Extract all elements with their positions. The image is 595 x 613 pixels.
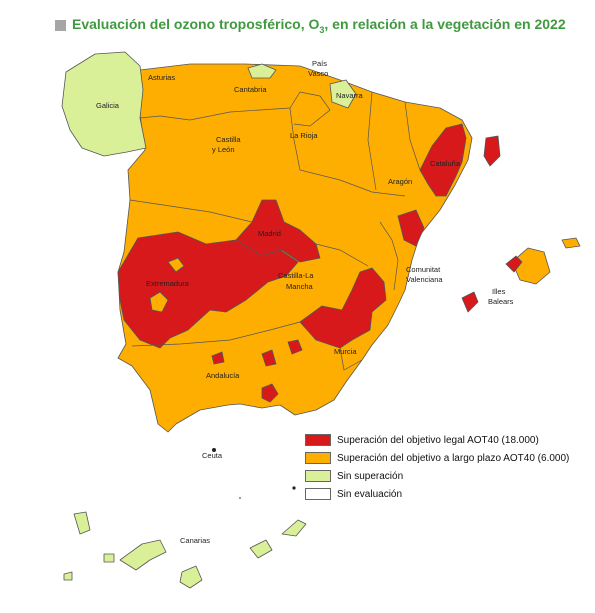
label-comunitat-valenciana: Comunitat <box>406 265 441 274</box>
label-galicia: Galicia <box>96 101 120 110</box>
mallorca-island <box>511 247 551 285</box>
label-andalucia: Andalucía <box>206 371 240 380</box>
legend-item-long-term: Superación del objetivo a largo plazo AO… <box>305 449 569 467</box>
andalucia-exceedance-patch <box>211 351 225 365</box>
title-square-icon <box>55 19 66 31</box>
galicia-region <box>61 51 147 157</box>
label-castilla-leon: Castilla <box>216 135 241 144</box>
andalucia-exceedance-patch <box>287 339 303 355</box>
valencia-exceedance-area <box>299 267 387 349</box>
extremadura-orange-island <box>149 291 169 313</box>
cataluna-exceedance-patch <box>483 135 501 167</box>
legend-item-legal: Superación del objetivo legal AOT40 (18.… <box>305 431 569 449</box>
label-asturias: Asturias <box>148 73 175 82</box>
mallorca-exceedance-patch <box>505 255 523 273</box>
label-comunitat-valenciana-2: Valenciana <box>406 275 443 284</box>
andalucia-exceedance-patch <box>261 349 277 367</box>
extremadura-exceedance-area <box>117 231 299 349</box>
canarias-island <box>63 571 73 581</box>
canarias-island <box>103 553 115 563</box>
region-border <box>339 347 363 371</box>
legend-item-none: Sin superación <box>305 467 569 485</box>
region-border <box>367 91 377 191</box>
legend-swatch <box>305 470 331 482</box>
aragon-exceedance-patch <box>397 209 425 247</box>
map-legend: Superación del objetivo legal AOT40 (18.… <box>305 431 569 503</box>
label-murcia: Murcia <box>334 347 357 356</box>
region-border <box>129 199 253 223</box>
region-border <box>404 101 421 171</box>
islet-marker <box>239 497 241 499</box>
region-border <box>289 91 331 127</box>
label-illes-balears-2: Balears <box>488 297 514 306</box>
label-madrid: Madrid <box>258 229 281 238</box>
legend-label: Sin evaluación <box>337 488 403 500</box>
label-castilla-mancha-2: Mancha <box>286 282 314 291</box>
label-illes-balears: Illes <box>492 287 506 296</box>
region-border <box>315 243 369 267</box>
legend-label: Superación del objetivo legal AOT40 (18.… <box>337 434 539 446</box>
label-cantabria: Cantabria <box>234 85 267 94</box>
label-canarias: Canarias <box>180 536 210 545</box>
map-title: Evaluación del ozono troposférico, O3, e… <box>55 14 566 36</box>
pais-vasco-green-patch <box>329 79 357 109</box>
region-border <box>131 321 301 347</box>
label-la-rioja: La Rioja <box>290 131 318 140</box>
label-aragon: Aragón <box>388 177 412 186</box>
legend-swatch <box>305 434 331 446</box>
legend-label: Sin superación <box>337 470 404 482</box>
menorca-island <box>561 237 581 249</box>
label-cataluna: Cataluña <box>430 159 461 168</box>
ibiza-island <box>461 291 479 313</box>
region-border <box>139 107 291 121</box>
andalucia-exceedance-patch <box>261 383 279 403</box>
legend-item-not-evaluated: Sin evaluación <box>305 485 569 503</box>
region-border <box>379 221 399 291</box>
legend-swatch <box>305 488 331 500</box>
region-border <box>289 107 406 197</box>
label-castilla-leon-2: y León <box>212 145 235 154</box>
canarias-island <box>119 539 167 571</box>
label-extremadura: Extremadura <box>146 279 190 288</box>
cataluna-exceedance-area <box>419 123 467 197</box>
label-navarra: Navarra <box>336 91 364 100</box>
melilla-marker <box>292 486 296 490</box>
canarias-island <box>249 539 273 559</box>
canarias-island <box>73 511 91 535</box>
extremadura-orange-island <box>167 257 185 273</box>
cantabria-green-patch <box>247 63 277 79</box>
title-text: Evaluación del ozono troposférico, O3, e… <box>72 15 566 35</box>
legend-swatch <box>305 452 331 464</box>
label-pais-vasco: País <box>312 59 327 68</box>
ceuta-marker <box>212 448 216 452</box>
label-castilla-mancha: Castilla-La <box>278 271 314 280</box>
label-ceuta: Ceuta <box>202 451 223 460</box>
legend-label: Superación del objetivo a largo plazo AO… <box>337 452 570 464</box>
label-pais-vasco-2: Vasco <box>308 69 328 78</box>
canarias-island <box>179 565 203 589</box>
canarias-island <box>281 519 307 537</box>
